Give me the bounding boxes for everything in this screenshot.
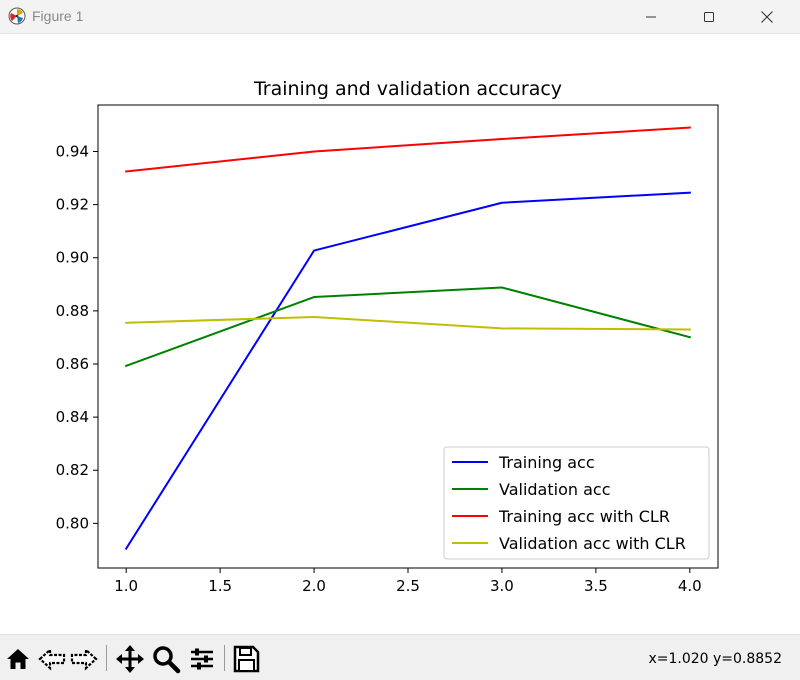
configure-subplots-icon (191, 648, 213, 670)
navigation-toolbar: x=1.020 y=0.8852 (0, 634, 800, 680)
y-tick-label: 0.84 (56, 408, 89, 426)
window-title: Figure 1 (32, 8, 84, 24)
legend-entry: Validation acc with CLR (499, 534, 686, 553)
figure-canvas[interactable]: Training and validation accuracy 1.0 1.5 2… (0, 34, 800, 634)
home-button[interactable] (2, 643, 34, 675)
legend-entry: Training acc with CLR (498, 507, 670, 526)
y-tick-label: 0.82 (56, 461, 89, 479)
y-tick-label: 0.90 (56, 249, 89, 267)
minimize-button[interactable] (622, 0, 680, 34)
maximize-button[interactable] (680, 0, 738, 34)
forward-button[interactable] (68, 643, 100, 675)
y-tick-label: 0.86 (56, 355, 89, 373)
pan-icon (116, 645, 144, 673)
series-line-1 (124, 191, 691, 550)
series-line-3 (125, 126, 691, 173)
save-button[interactable] (230, 643, 262, 675)
x-tick-label: 2.5 (396, 577, 420, 595)
forward-icon (70, 647, 98, 671)
x-tick-label: 1.5 (208, 577, 232, 595)
y-tick-label: 0.88 (56, 302, 89, 320)
x-tick-label: 2.0 (302, 577, 326, 595)
matplotlib-icon (8, 7, 26, 25)
pan-button[interactable] (114, 643, 146, 675)
toolbar-separator (106, 645, 107, 671)
y-tick-label: 0.92 (56, 196, 89, 214)
back-button[interactable] (36, 643, 68, 675)
toolbar-separator (224, 645, 225, 671)
legend-entry: Training acc (498, 453, 595, 472)
title-bar: Figure 1 (0, 0, 800, 34)
series-line-4 (125, 315, 691, 331)
cursor-coordinates: x=1.020 y=0.8852 (648, 651, 782, 667)
configure-subplots-button[interactable] (186, 643, 218, 675)
chart-title: Training and validation accuracy (253, 78, 562, 100)
y-tick-label: 0.80 (56, 514, 89, 532)
series-line-2 (124, 286, 692, 368)
x-tick-label: 4.0 (678, 577, 702, 595)
maximize-icon (704, 12, 714, 22)
legend: Training acc Validation acc Training acc w… (443, 446, 710, 560)
legend-box (443, 446, 710, 560)
back-icon (38, 647, 66, 671)
x-tick-label: 1.0 (114, 577, 138, 595)
zoom-button[interactable] (150, 643, 182, 675)
zoom-icon (153, 646, 181, 674)
x-tick-label: 3.0 (490, 577, 514, 595)
minimize-icon (646, 16, 656, 18)
y-tick-label: 0.94 (56, 142, 89, 160)
home-icon (7, 649, 29, 669)
legend-entry: Validation acc (499, 480, 611, 499)
close-icon (761, 11, 773, 23)
close-button[interactable] (738, 0, 796, 34)
accuracy-chart: Training and validation accuracy 1.0 1.5 2… (56, 78, 719, 595)
save-icon (233, 645, 260, 673)
x-tick-label: 3.5 (584, 577, 608, 595)
